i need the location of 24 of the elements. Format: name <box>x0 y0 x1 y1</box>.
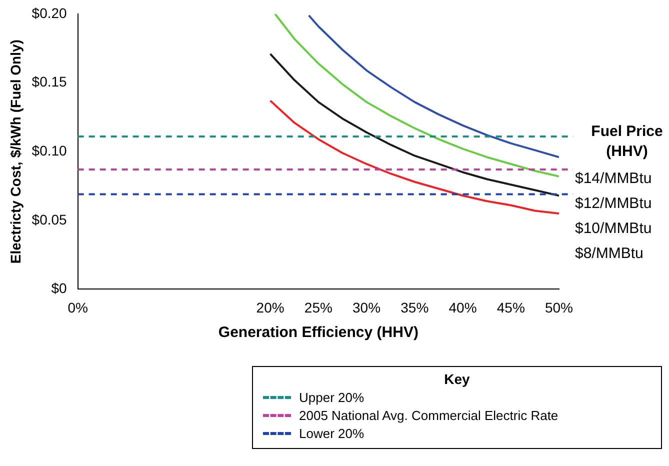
series-label: $12/MMBtu <box>575 195 652 212</box>
text: Key <box>443 371 471 387</box>
legend-label: Upper 20% <box>299 390 364 405</box>
legend-label: Lower 20% <box>299 426 364 441</box>
y-tick-label: $0.05 <box>32 211 68 228</box>
legend-label: 2005 National Avg. Commercial Electric Rate <box>299 408 558 423</box>
text: $8/MMBtu <box>575 245 644 262</box>
x-tick-label: 20% <box>256 299 284 316</box>
x-tick-label: 40% <box>448 299 477 316</box>
y-tick-label: $0.10 <box>32 142 68 158</box>
x-axis-title: Generation Efficiency (HHV) <box>218 324 418 342</box>
x-tick-label: 25% <box>304 299 332 316</box>
x-tick-label: 35% <box>400 299 429 316</box>
x-tick-label: 45% <box>496 299 525 316</box>
x-tick-label: 30% <box>352 299 381 316</box>
y-axis-title: Electricty Cost, $/kWh (Fuel Only) <box>7 40 24 264</box>
y-tick-label: $0.20 <box>32 4 68 21</box>
y-tick-label: $0 <box>51 280 68 296</box>
x-tick-label: 50% <box>544 299 574 316</box>
series-label: $14/MMBtu <box>575 170 652 188</box>
legend-title: Fuel Price (HHV) <box>591 123 663 160</box>
series-label: $10/MMBtu <box>575 220 652 238</box>
y-tick-label: $0.15 <box>32 74 68 90</box>
x-tick-label: 0% <box>68 299 88 316</box>
